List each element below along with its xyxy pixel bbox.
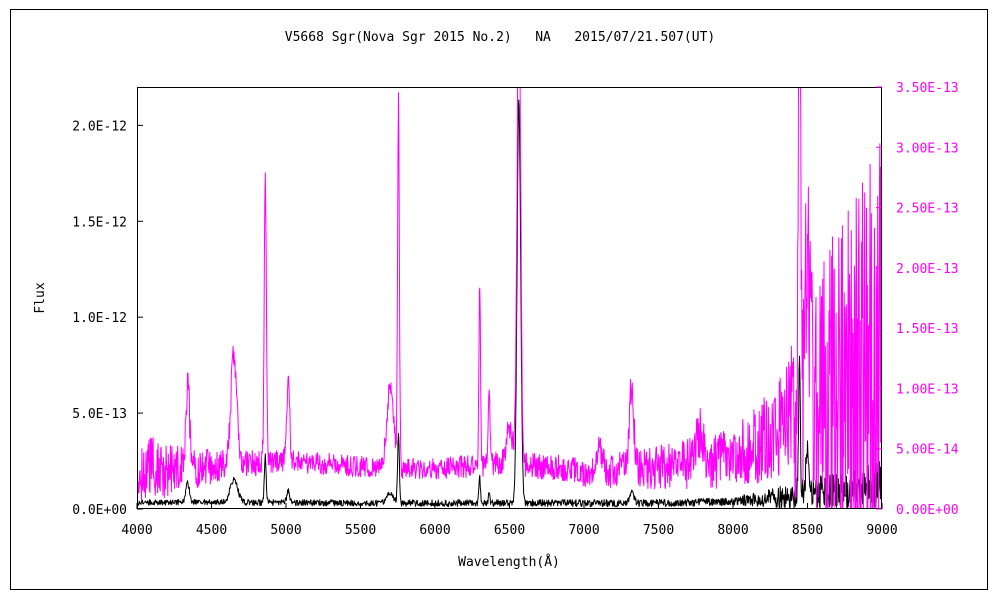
y2-tick-label: 3.50E-13 xyxy=(896,81,959,96)
x-tick-label: 7500 xyxy=(643,523,674,538)
x-tick-label: 6500 xyxy=(494,523,525,538)
x-tick-label: 6000 xyxy=(419,523,450,538)
outer-frame xyxy=(10,9,988,590)
x-tick-label: 8500 xyxy=(792,523,823,538)
x-tick-label: 5000 xyxy=(270,523,301,538)
y2-tick-label: 5.00E-14 xyxy=(896,443,959,458)
y-tick-label: 5.0E-13 xyxy=(72,407,127,422)
y-tick-label: 0.0E+00 xyxy=(72,503,127,518)
x-tick-label: 7000 xyxy=(568,523,599,538)
y2-tick-label: 1.50E-13 xyxy=(896,322,959,337)
x-tick-label: 8000 xyxy=(717,523,748,538)
y-tick-label: 1.5E-12 xyxy=(72,215,127,230)
y2-tick-label: 2.50E-13 xyxy=(896,202,959,217)
y2-tick-label: 2.00E-13 xyxy=(896,262,959,277)
y2-tick-label: 1.00E-13 xyxy=(896,382,959,397)
y2-tick-label: 3.00E-13 xyxy=(896,141,959,156)
x-tick-label: 4000 xyxy=(121,523,152,538)
y-axis-title: Flux xyxy=(33,282,48,313)
series-right-line xyxy=(137,87,882,509)
y2-tick-label: 0.00E+00 xyxy=(896,503,959,518)
x-tick-label: 9000 xyxy=(866,523,897,538)
x-axis-title: Wavelength(Å) xyxy=(458,554,560,570)
x-tick-label: 4500 xyxy=(196,523,227,538)
axis-layer: 4000 4500 5000 5500 6000 6500 7000 7500 8000 8500… xyxy=(72,81,959,538)
x-tick-label: 5500 xyxy=(345,523,376,538)
y-tick-label: 1.0E-12 xyxy=(72,311,127,326)
series-layer xyxy=(137,87,882,509)
y-tick-label: 2.0E-12 xyxy=(72,119,127,134)
chart-title: V5668 Sgr(Nova Sgr 2015 No.2) NA 2015/07… xyxy=(285,30,715,45)
